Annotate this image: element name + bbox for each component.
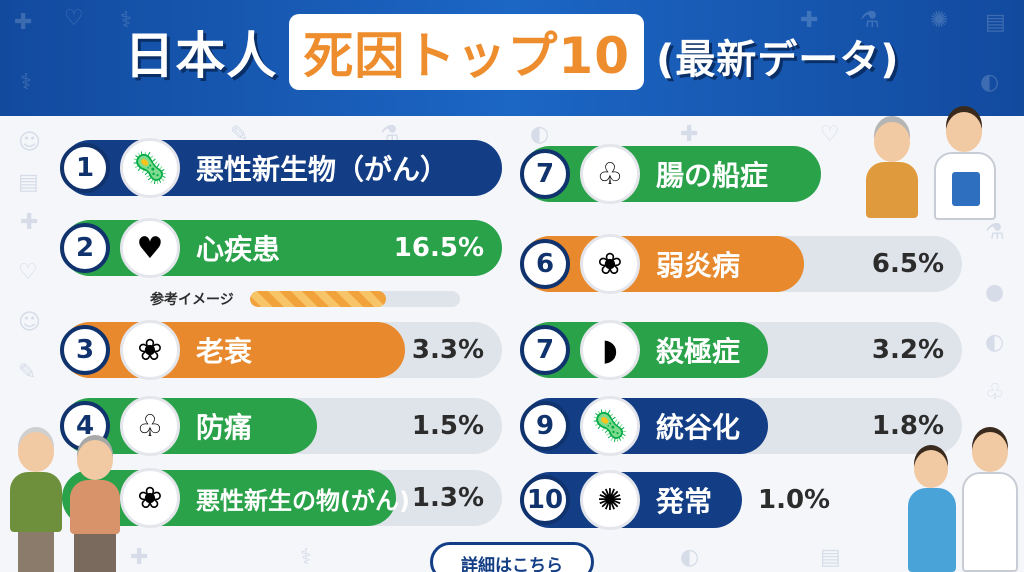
title-suffix: (最新データ) (656, 37, 900, 83)
row-label: 腸の船症 (656, 159, 769, 192)
row-percent: 3.3% (411, 335, 484, 365)
details-button[interactable]: 詳細はこちら (430, 542, 594, 572)
rank-row: 1 🦠 悪性新生物（がん） (60, 138, 502, 198)
heart-icon: ♥ (120, 218, 180, 278)
organ-icon: ◗ (580, 320, 640, 380)
row-fill (522, 146, 821, 202)
rank-number: 9 (520, 401, 570, 451)
row-percent: 1.5% (411, 411, 484, 441)
row-percent: 6.5% (871, 249, 944, 279)
heart-pulse-icon: ♡ (64, 6, 84, 31)
virus-icon: 🦠 (120, 138, 180, 198)
pill-icon: ◐ (530, 122, 550, 147)
flask-icon: ⚗ (860, 8, 880, 33)
medical-kit-icon: ✚ (800, 8, 819, 33)
lungs-icon: ♧ (580, 144, 640, 204)
rank-row: ❀ 悪性新生の物(がん) 1.3% (62, 468, 502, 528)
rank-row: 7 ♧ 腸の船症 (520, 144, 962, 204)
row-percent: 16.5% (393, 233, 484, 263)
legend-bar-fill (249, 291, 387, 307)
brain-icon: ❀ (120, 468, 180, 528)
medical-kit-icon: ✚ (680, 122, 699, 147)
virus-icon: 🦠 (580, 396, 640, 456)
legend-bar (249, 291, 460, 307)
rank-number: 7 (520, 149, 570, 199)
apple-icon: ● (985, 280, 1005, 305)
page-title: 日本人 死因トップ10 (最新データ) (0, 14, 1024, 90)
rank-number: 6 (520, 239, 570, 289)
pill-icon: ◐ (680, 545, 700, 570)
rank-number: 1 (60, 143, 110, 193)
row-fill (62, 322, 405, 378)
legend: 参考イメージ (150, 288, 460, 310)
legend-label: 参考イメージ (150, 292, 234, 308)
row-label: 防痛 (196, 411, 253, 444)
nurse-illustration (906, 450, 958, 572)
row-label: 老衰 (196, 335, 253, 368)
clipboard-icon: ▤ (985, 10, 1006, 35)
rank-row: 7 ◗ 殺極症 3.2% (520, 320, 962, 380)
flask-icon: ⚗ (985, 220, 1005, 245)
title-highlight: 死因トップ10 (289, 14, 645, 90)
rank-row: 2 ♥ 心疾患 16.5% (60, 218, 502, 278)
rank-number: 7 (520, 325, 570, 375)
heart-pulse-icon: ♡ (820, 122, 840, 147)
doctor-illustration (960, 432, 1020, 572)
rank-row: 6 ❀ 弱炎病 6.5% (520, 234, 962, 294)
row-label: 弱炎病 (656, 249, 741, 282)
lungs-icon: ♧ (985, 380, 1005, 405)
rank-number: 3 (60, 325, 110, 375)
rank-number: 2 (60, 223, 110, 273)
rank-row: 4 ♧ 防痛 1.5% (60, 396, 502, 456)
heart-icon: ♡ (18, 260, 38, 285)
elderly-woman-illustration (862, 122, 922, 218)
stethoscope-icon: ⚕ (20, 70, 32, 95)
virus-icon: ✺ (930, 8, 949, 33)
row-label: 統谷化 (656, 411, 741, 444)
row-percent: 1.8% (871, 411, 944, 441)
elderly-woman-illustration (68, 440, 122, 572)
doctor-illustration (930, 112, 1000, 220)
stethoscope-icon: ⚕ (120, 8, 132, 33)
elderly-man-illustration (8, 432, 64, 572)
row-percent: 1.0% (758, 485, 831, 515)
row-percent: 1.3% (411, 483, 484, 513)
stethoscope-icon: ⚕ (300, 545, 312, 570)
syringe-icon: ✎ (18, 360, 37, 385)
lungs-icon: ♧ (120, 396, 180, 456)
medical-cross-icon: ✚ (14, 10, 33, 35)
person-icon: ☺ (18, 310, 41, 335)
brain-icon: ❀ (120, 320, 180, 380)
row-label: 心疾患 (196, 233, 281, 266)
clipboard-icon: ▤ (18, 170, 39, 195)
rank-row: 10 ✺ 発常 1.0% (520, 470, 962, 530)
medical-kit-icon: ✚ (130, 545, 149, 570)
header-banner: ✚ ♡ ⚕ ⚕ ✚ ⚗ ✺ ▤ ◐ 日本人 死因トップ10 (最新データ) (0, 0, 1024, 116)
title-main: 日本人 (124, 27, 278, 85)
pill-icon: ◐ (980, 70, 1000, 95)
row-label: 悪性新生物（がん） (196, 153, 449, 186)
pill-icon: ◐ (985, 330, 1005, 355)
row-percent: 3.2% (871, 335, 944, 365)
row-label: 殺極症 (656, 335, 741, 368)
row-label: 悪性新生の物(がん) (196, 486, 410, 515)
medical-kit-icon: ✚ (20, 210, 39, 235)
rank-number: 4 (60, 401, 110, 451)
rank-number: 10 (520, 475, 570, 525)
brain-icon: ❀ (580, 234, 640, 294)
person-icon: ☺ (18, 130, 41, 155)
rank-row: 3 ❀ 老衰 3.3% (60, 320, 502, 380)
clipboard-icon: ▤ (820, 545, 841, 570)
bacteria-icon: ✺ (580, 470, 640, 530)
row-label: 発常 (656, 485, 713, 518)
rank-row: 9 🦠 統谷化 1.8% (520, 396, 962, 456)
